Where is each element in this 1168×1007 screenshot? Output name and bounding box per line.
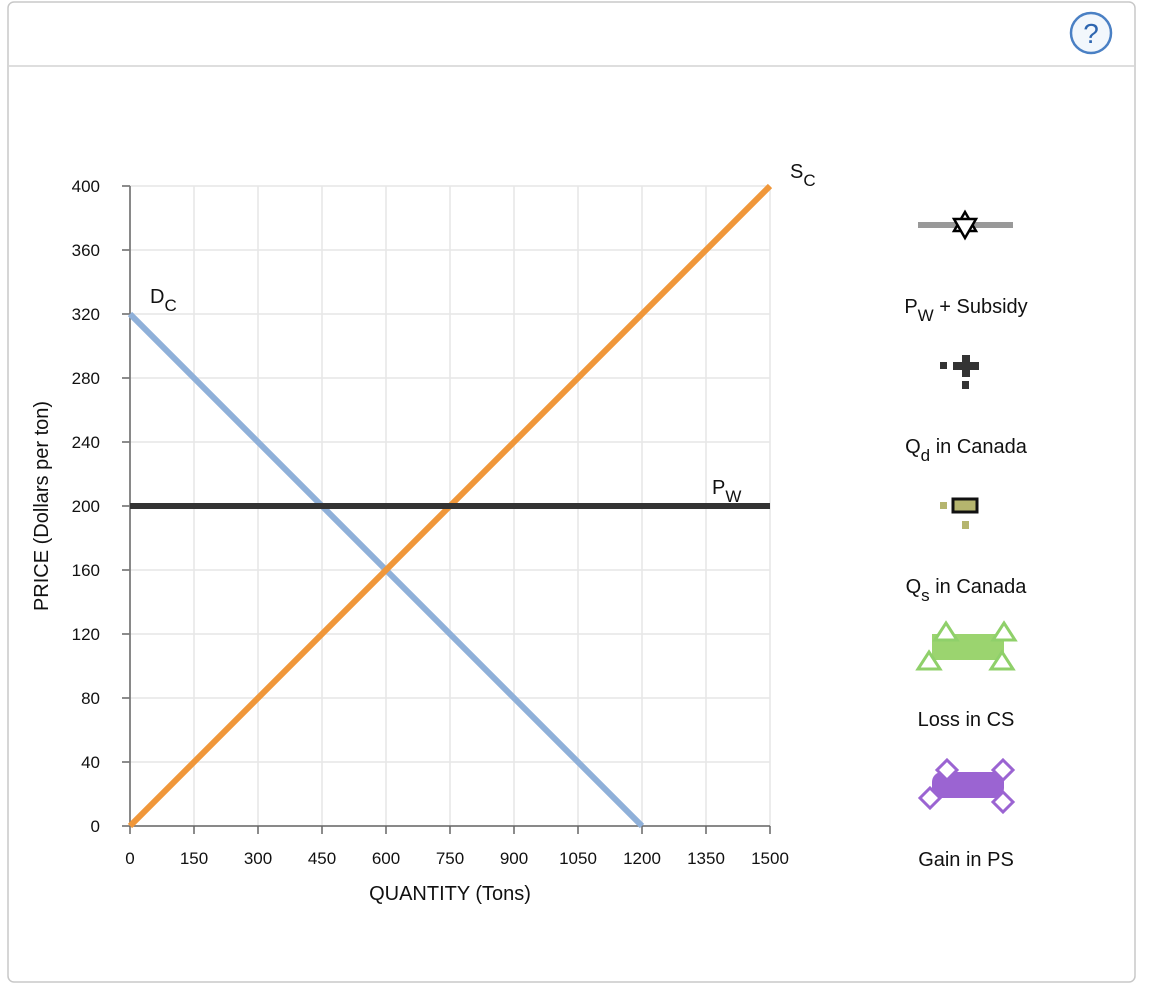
series-subscript: W: [725, 487, 741, 506]
tool-label-main: P: [904, 296, 917, 318]
y-tick-label: 200: [72, 497, 100, 516]
x-tick-label: 900: [500, 849, 528, 868]
tool-label-rest: in Canada: [930, 436, 1028, 458]
tool-label-subscript: s: [921, 586, 930, 605]
tool-label-subscript: W: [918, 306, 934, 325]
gain-ps-icon[interactable]: [917, 757, 1016, 815]
tool-label[interactable]: Qs in Canada: [906, 576, 1028, 605]
tool-label-subscript: d: [921, 446, 930, 465]
x-tick-label: 0: [125, 849, 134, 868]
tool-label[interactable]: Gain in PS: [918, 849, 1014, 871]
tool-icons: [915, 209, 1018, 815]
x-tick-label: 150: [180, 849, 208, 868]
tool-label-rest: in Canada: [930, 576, 1028, 598]
loss-cs-icon[interactable]: [915, 620, 1018, 671]
tool-label-main: Q: [905, 436, 921, 458]
y-axis-label: PRICE (Dollars per ton): [31, 401, 53, 611]
series-name: P: [712, 477, 725, 499]
y-tick-label: 360: [72, 241, 100, 260]
x-tick-label: 750: [436, 849, 464, 868]
series-name: S: [790, 161, 803, 183]
tool-label[interactable]: PW + Subsidy: [904, 296, 1027, 325]
y-tick-label: 240: [72, 433, 100, 452]
qd-icon[interactable]: [940, 355, 979, 389]
x-tick-label: 1200: [623, 849, 661, 868]
y-tick-label: 80: [81, 689, 100, 708]
supply-label: SC: [790, 161, 816, 190]
x-tick-label: 450: [308, 849, 336, 868]
y-tick-label: 160: [72, 561, 100, 580]
y-tick-label: 280: [72, 369, 100, 388]
help-button[interactable]: ?: [1069, 11, 1113, 55]
x-tick-label: 600: [372, 849, 400, 868]
series-subscript: C: [803, 171, 815, 190]
tool-label-rest: + Subsidy: [934, 296, 1028, 318]
y-tick-label: 320: [72, 305, 100, 324]
y-tick-label: 120: [72, 625, 100, 644]
tool-label-main: Gain in PS: [918, 849, 1014, 871]
help-circle[interactable]: [1069, 11, 1113, 55]
y-tick-label: 40: [81, 753, 100, 772]
world-price-label: PW: [712, 477, 741, 506]
series-name: D: [150, 286, 164, 308]
help-icon[interactable]: ?: [1083, 18, 1099, 49]
pw-subsidy-icon[interactable]: [918, 209, 1013, 241]
qs-icon[interactable]: [940, 497, 979, 529]
series-subscript: C: [164, 296, 176, 315]
x-tick-label: 1050: [559, 849, 597, 868]
x-axis-label: QUANTITY (Tons): [369, 883, 531, 905]
tool-label-main: Q: [906, 576, 922, 598]
panel: [7, 1, 1136, 983]
tool-label[interactable]: Loss in CS: [918, 709, 1015, 731]
x-tick-label: 1500: [751, 849, 789, 868]
y-tick-label: 400: [72, 177, 100, 196]
tool-label-main: Loss in CS: [918, 709, 1015, 731]
x-tick-label: 300: [244, 849, 272, 868]
x-tick-label: 1350: [687, 849, 725, 868]
tool-label[interactable]: Qd in Canada: [905, 436, 1028, 465]
y-tick-label: 0: [91, 817, 100, 836]
demand-label: DC: [150, 286, 177, 315]
